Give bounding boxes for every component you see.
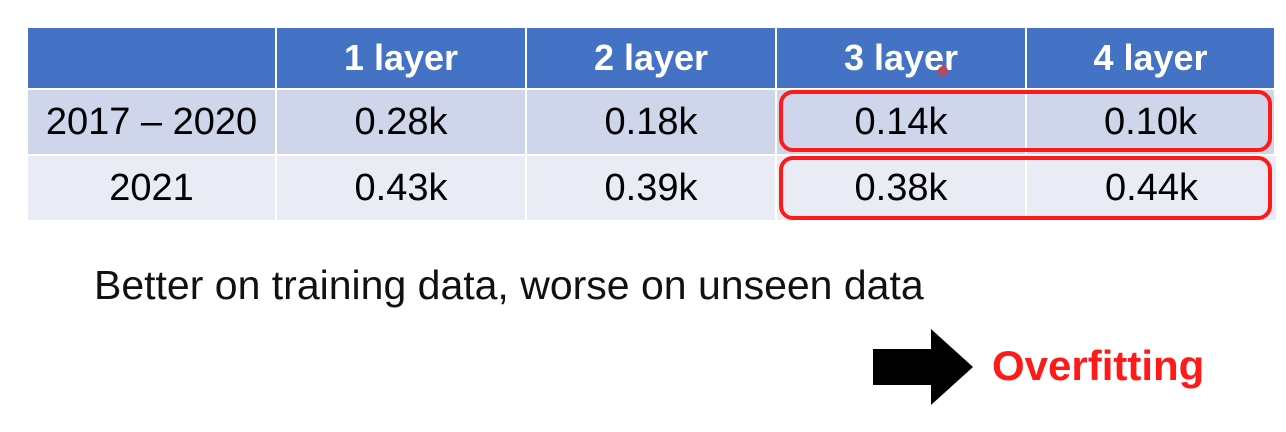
highlight-box-2017-2020 [779,90,1272,152]
header-4-layer: 4 layer [1027,28,1276,90]
cell-2017-2020-1-layer: 0.28k [277,90,527,156]
results-table: 1 layer 2 layer 3 layer 4 layer 2017 – 2… [28,28,1276,222]
header-3-layer: 3 layer [777,28,1027,90]
row-label-2021: 2021 [28,156,277,222]
caption-text: Better on training data, worse on unseen… [94,262,924,308]
overfitting-label: Overfitting [992,342,1205,389]
header-2-layer: 2 layer [527,28,777,90]
highlight-box-2021 [779,156,1272,220]
cell-2021-2-layer: 0.39k [527,156,777,222]
cell-2021-3-layer: 0.38k [777,156,1027,222]
header-1-layer: 1 layer [277,28,527,90]
cell-2021-4-layer: 0.44k [1027,156,1276,222]
right-arrow-icon [873,329,973,405]
header-corner-cell [28,28,277,90]
cell-2021-1-layer: 0.43k [277,156,527,222]
pointer-dot-icon [938,66,948,76]
row-label-2017-2020: 2017 – 2020 [28,90,277,156]
cell-2017-2020-4-layer: 0.10k [1027,90,1276,156]
cell-2017-2020-3-layer: 0.14k [777,90,1027,156]
cell-2017-2020-2-layer: 0.18k [527,90,777,156]
